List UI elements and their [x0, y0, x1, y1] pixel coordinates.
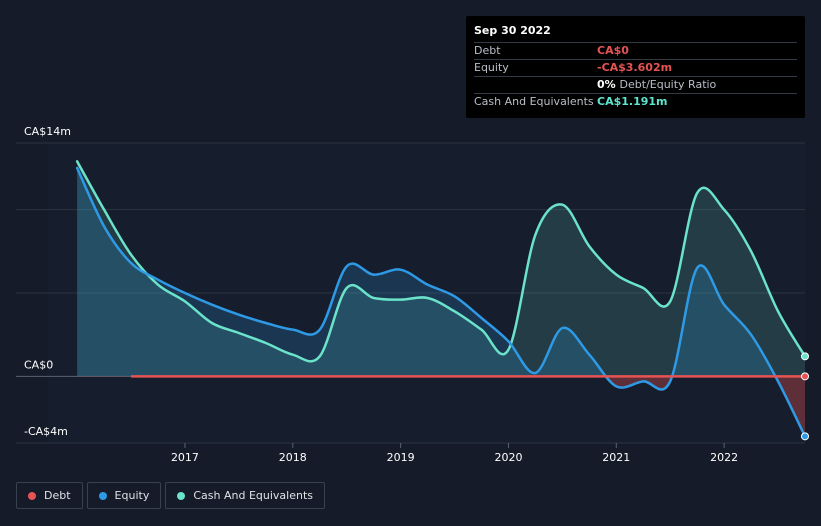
cash-line-endpoint — [801, 352, 809, 361]
x-tick-label: 2021 — [602, 451, 630, 464]
tooltip-row-equity: Equity -CA$3.602m — [474, 60, 797, 77]
tooltip-row-debt: Debt CA$0 — [474, 43, 797, 60]
equity-area — [77, 168, 776, 376]
legend-label-cash: Cash And Equivalents — [193, 489, 313, 502]
legend-item-equity[interactable]: Equity — [86, 482, 162, 509]
debt-line-endpoint — [801, 372, 809, 381]
ratio-caption: Debt/Equity Ratio — [619, 78, 717, 91]
tooltip-label-debt: Debt — [474, 44, 501, 57]
x-tick-label: 2020 — [494, 451, 522, 464]
y-axis-label: CA$0 — [24, 358, 53, 371]
chart-legend: Debt Equity Cash And Equivalents — [16, 482, 325, 509]
tooltip-label-ratio — [474, 77, 597, 93]
cash-line — [75, 160, 807, 363]
y-axis-label: -CA$4m — [24, 425, 68, 438]
legend-dot-cash — [177, 491, 186, 500]
x-tick-label: 2018 — [279, 451, 307, 464]
tooltip: Sep 30 2022 Debt CA$0 Equity -CA$3.602m … — [466, 16, 805, 118]
legend-label-debt: Debt — [44, 489, 71, 502]
y-axis-label: CA$14m — [24, 125, 71, 138]
legend-item-debt[interactable]: Debt — [16, 482, 83, 509]
tooltip-value-equity: -CA$3.602m — [597, 61, 673, 74]
legend-dot-equity — [98, 491, 107, 500]
legend-item-cash[interactable]: Cash And Equivalents — [165, 482, 325, 509]
tooltip-date: Sep 30 2022 — [474, 22, 797, 43]
equity-line-endpoint — [801, 432, 809, 441]
legend-label-equity: Equity — [114, 489, 150, 502]
x-tick-label: 2017 — [171, 451, 199, 464]
tooltip-value-cash: CA$1.191m — [597, 95, 668, 108]
ratio-value: 0% — [597, 78, 616, 91]
tooltip-label-cash: Cash And Equivalents — [474, 95, 594, 108]
tooltip-value-debt: CA$0 — [597, 44, 629, 57]
equity-line — [75, 166, 807, 438]
x-tick-label: 2019 — [387, 451, 415, 464]
tooltip-row-cash: Cash And Equivalents CA$1.191m — [474, 94, 797, 110]
tooltip-label-equity: Equity — [474, 61, 509, 74]
x-tick-label: 2022 — [710, 451, 738, 464]
tooltip-value-ratio: 0% Debt/Equity Ratio — [597, 77, 716, 93]
cash-area — [77, 161, 805, 376]
legend-dot-debt — [28, 491, 36, 500]
tooltip-row-ratio: 0% Debt/Equity Ratio — [474, 77, 797, 94]
